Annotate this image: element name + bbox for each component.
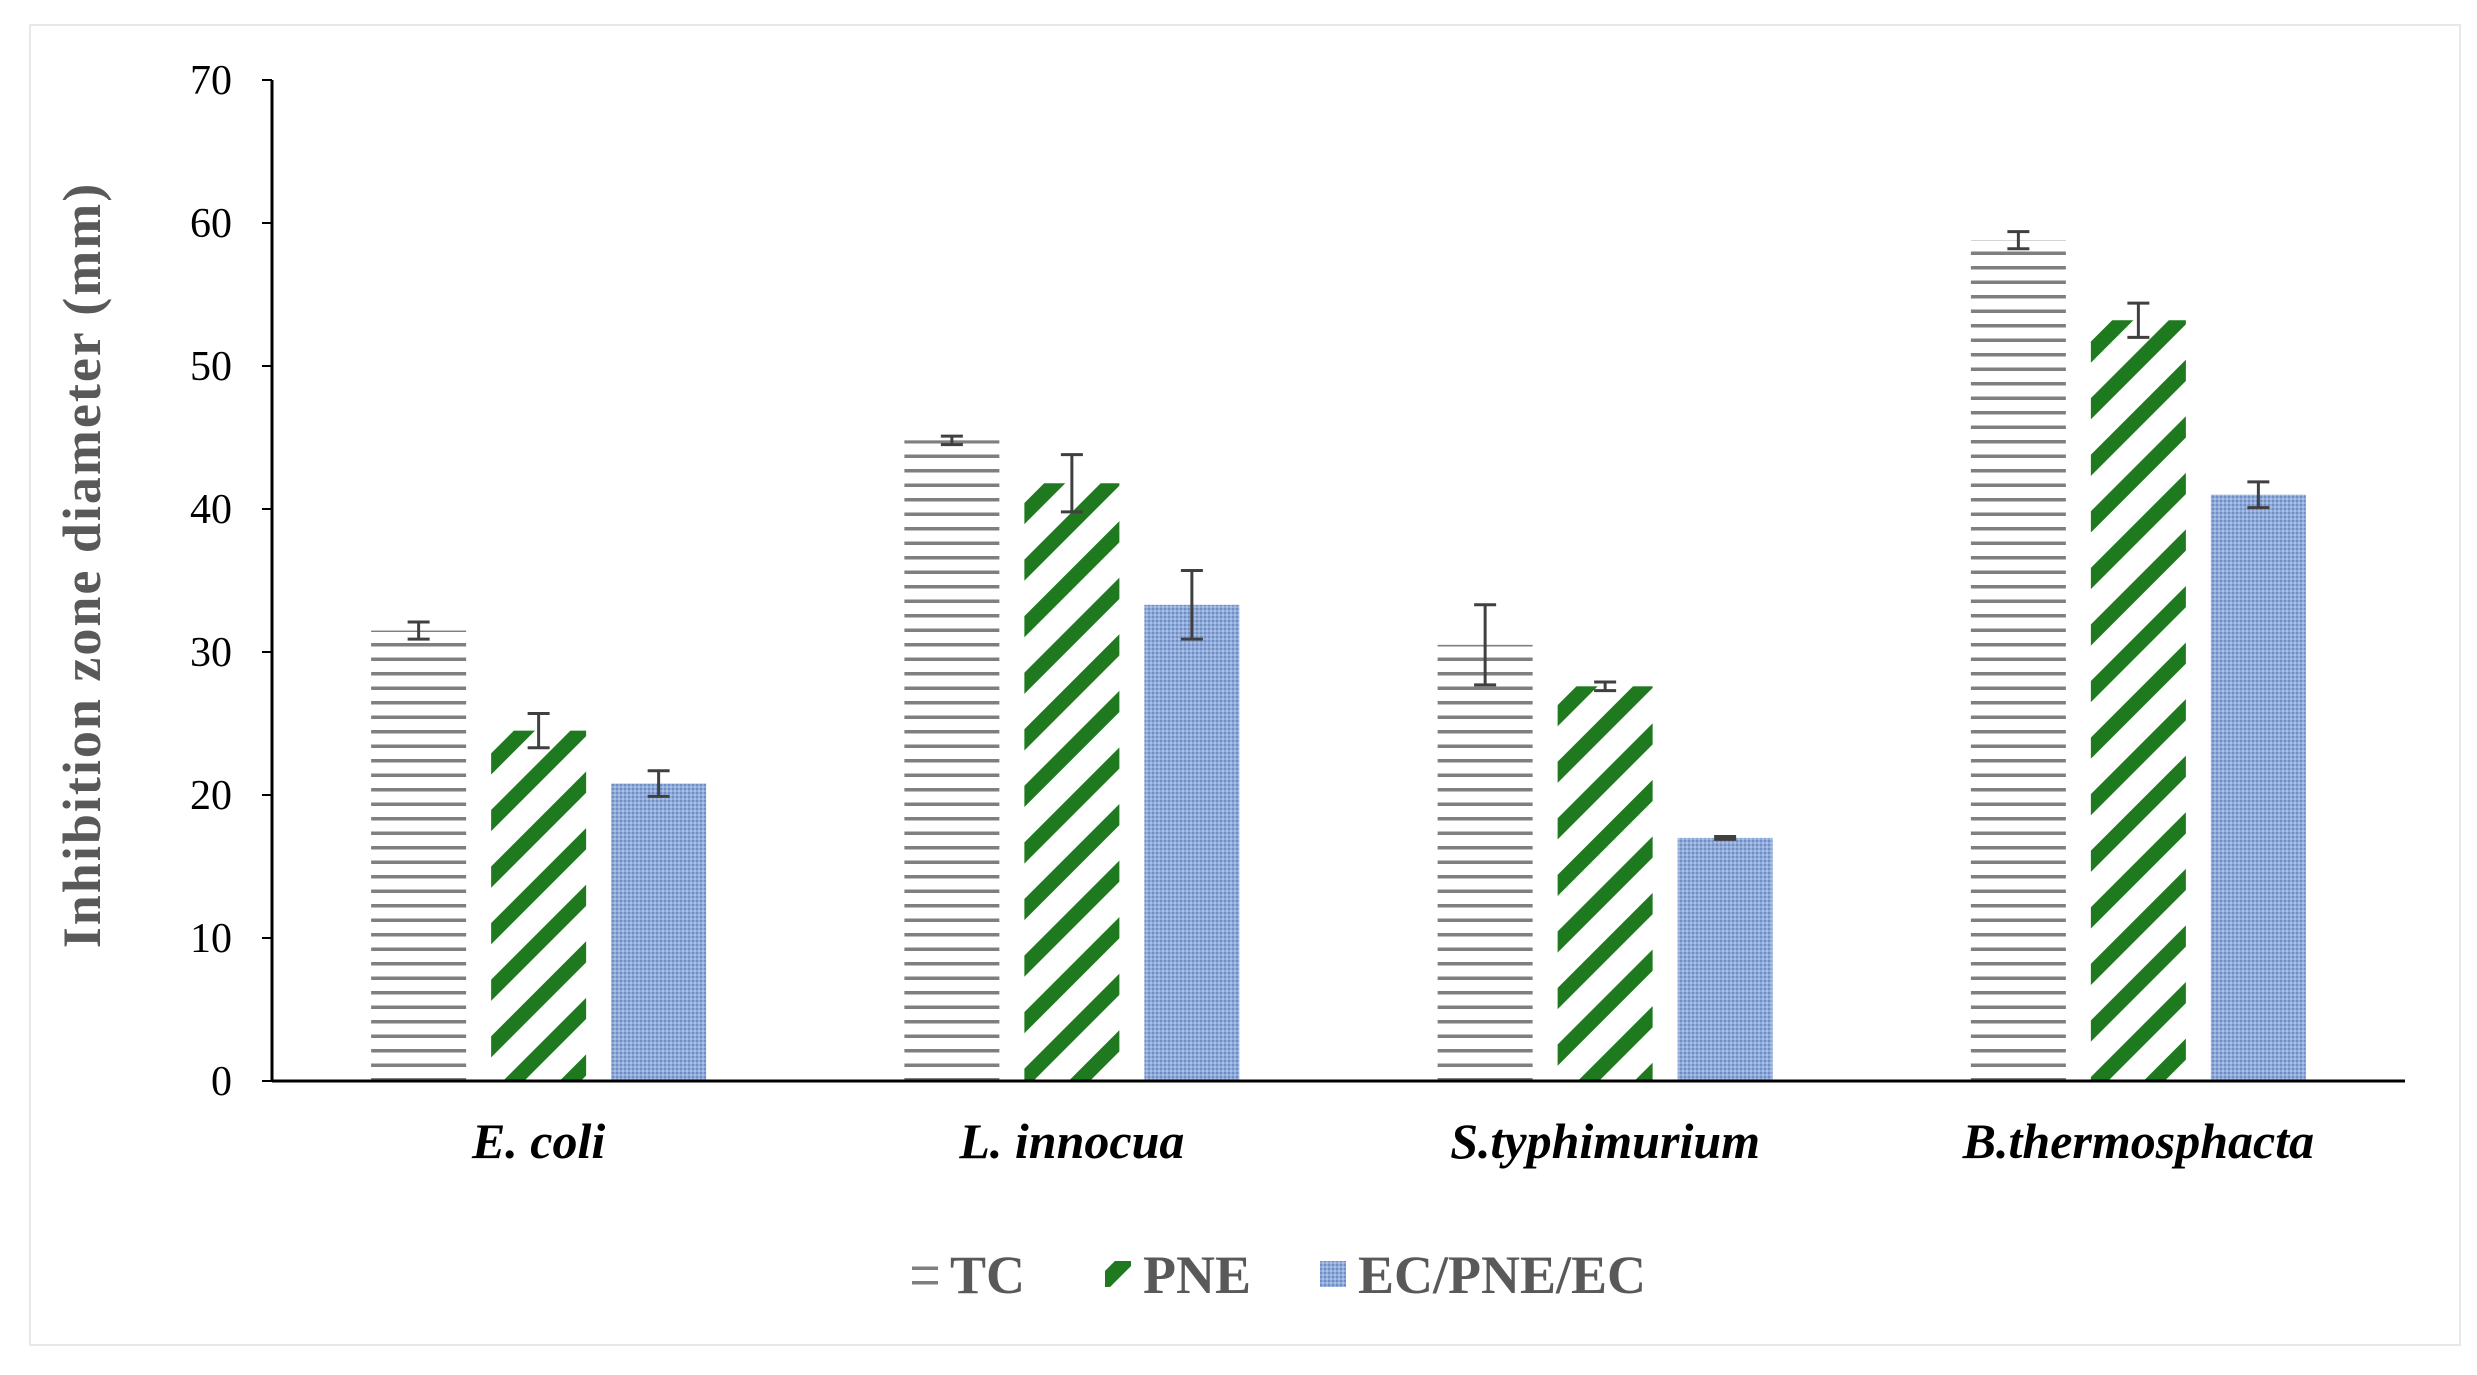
- y-tick-label: 0: [211, 1059, 232, 1105]
- bar-tc: [1970, 240, 2066, 1081]
- bar-pne: [1557, 686, 1653, 1081]
- legend-label: TC: [950, 1245, 1025, 1305]
- y-tick-label: 50: [190, 344, 232, 390]
- y-axis-title: Inhibition zone diameter (mm): [52, 182, 112, 948]
- y-axis-ticks: 0 10 20 30 40 50 60 70: [190, 58, 272, 1105]
- legend-swatch-ec-pne-ec: [1320, 1261, 1346, 1287]
- y-tick-label: 40: [190, 487, 232, 533]
- y-tick-label: 60: [190, 201, 232, 247]
- bar-ec-pne-ec: [1144, 604, 1240, 1081]
- x-category-label: L. innocua: [958, 1113, 1184, 1169]
- y-tick-label: 70: [190, 58, 232, 104]
- bar-ec-pne-ec: [1677, 837, 1773, 1081]
- legend-label: EC/PNE/EC: [1358, 1245, 1646, 1305]
- bar-pne: [491, 730, 587, 1081]
- x-category-label: E. coli: [471, 1113, 605, 1169]
- y-tick-label: 30: [190, 630, 232, 676]
- x-category-label: B.thermosphacta: [1962, 1113, 2314, 1169]
- bar-tc: [371, 630, 467, 1081]
- bars: [371, 240, 2306, 1081]
- bar-tc: [904, 440, 1000, 1081]
- y-tick-label: 10: [190, 916, 232, 962]
- legend-label: PNE: [1143, 1245, 1251, 1305]
- bar-ec-pne-ec: [611, 783, 707, 1081]
- x-axis-category-labels: E. coli L. innocua S.typhimurium B.thermosp…: [471, 1113, 2314, 1169]
- bar-pne: [2090, 320, 2186, 1081]
- x-category-label: S.typhimurium: [1450, 1113, 1760, 1169]
- bar-ec-pne-ec: [2210, 494, 2306, 1081]
- axes: [270, 80, 2405, 1083]
- bar-tc: [1437, 644, 1533, 1081]
- bar-pne: [1024, 483, 1120, 1081]
- legend-swatch-tc: [912, 1261, 938, 1287]
- legend-swatch-pne: [1105, 1261, 1131, 1287]
- y-tick-label: 20: [190, 773, 232, 819]
- error-bars: [407, 230, 2270, 841]
- legend: TC PNE EC/PNE/EC: [912, 1245, 1646, 1305]
